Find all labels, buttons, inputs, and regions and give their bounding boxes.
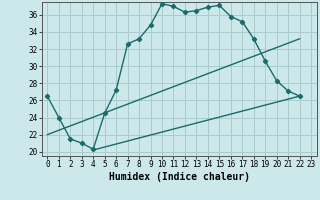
X-axis label: Humidex (Indice chaleur): Humidex (Indice chaleur) [109, 172, 250, 182]
